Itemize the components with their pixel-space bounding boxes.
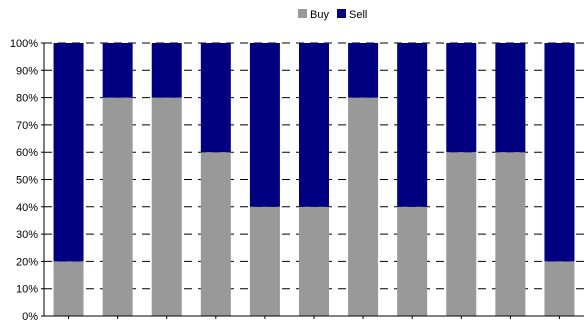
- y-tick-label: 60%: [16, 147, 38, 159]
- y-tick-label: 100%: [10, 38, 38, 50]
- y-tick-label: 40%: [16, 202, 38, 214]
- bar-buy-1: [53, 261, 84, 316]
- bar-sell-3: [151, 43, 182, 98]
- legend-swatch-buy: [298, 9, 307, 18]
- bar-buy-5: [249, 206, 280, 316]
- y-tick-label: 50%: [16, 175, 38, 187]
- bar-sell-10: [495, 43, 526, 153]
- y-tick-label: 80%: [16, 93, 38, 105]
- y-tick-label: 0%: [22, 311, 38, 323]
- bar-buy-3: [151, 97, 182, 316]
- legend-label-sell: Sell: [349, 9, 367, 21]
- bar-buy-7: [348, 97, 379, 316]
- y-tick-label: 70%: [16, 120, 38, 132]
- y-tick-label: 20%: [16, 256, 38, 268]
- bar-buy-10: [495, 152, 526, 316]
- legend-swatch-sell: [337, 9, 346, 18]
- bar-sell-4: [200, 43, 231, 153]
- legend-label-buy: Buy: [310, 9, 329, 21]
- bar-sell-5: [249, 43, 280, 207]
- bar-sell-7: [348, 43, 379, 98]
- bar-sell-6: [299, 43, 329, 207]
- bar-buy-6: [299, 206, 329, 316]
- bar-buy-9: [446, 152, 477, 316]
- bar-buy-2: [102, 97, 133, 316]
- y-tick-label: 30%: [16, 229, 38, 241]
- bar-buy-11: [544, 261, 575, 316]
- y-tick-label: 90%: [16, 65, 38, 77]
- bar-sell-11: [544, 43, 575, 262]
- bar-sell-9: [446, 43, 477, 153]
- y-tick-label: 10%: [16, 284, 38, 296]
- bar-sell-2: [102, 43, 133, 98]
- bar-buy-4: [200, 152, 231, 316]
- bar-sell-1: [53, 43, 84, 262]
- bar-buy-8: [397, 206, 428, 316]
- bar-sell-8: [397, 43, 428, 207]
